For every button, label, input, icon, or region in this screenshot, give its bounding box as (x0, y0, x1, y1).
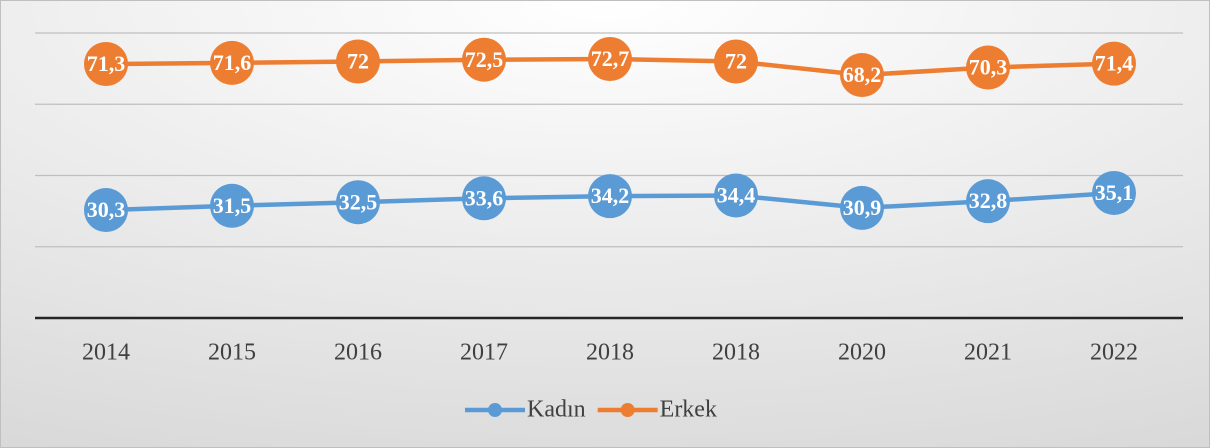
data-label: 34,4 (717, 182, 756, 207)
data-label: 72 (347, 49, 369, 74)
data-point (714, 39, 758, 84)
data-label: 71,6 (213, 50, 252, 75)
data-point (210, 183, 254, 228)
data-label: 71,3 (87, 51, 126, 76)
data-point (966, 45, 1010, 90)
data-point (588, 174, 632, 219)
data-point (840, 53, 884, 98)
x-tick-label: 2014 (82, 340, 130, 366)
data-label: 30,3 (87, 197, 126, 222)
data-label: 32,5 (339, 189, 378, 214)
x-tick-label: 2022 (1090, 340, 1138, 366)
data-point (966, 179, 1010, 224)
legend-marker (620, 403, 635, 417)
x-tick-label: 2017 (460, 340, 508, 366)
data-point (462, 37, 506, 82)
data-label: 31,5 (213, 193, 252, 218)
data-point (840, 185, 884, 230)
x-tick-label: 2020 (838, 340, 886, 366)
x-tick-label: 2021 (964, 340, 1012, 366)
data-point (210, 40, 254, 85)
data-label: 72 (725, 49, 747, 74)
x-tick-label: 2018 (586, 340, 634, 366)
legend-marker (488, 403, 502, 417)
data-label: 72,5 (465, 47, 504, 72)
data-label: 32,8 (969, 188, 1008, 213)
data-label: 35,1 (1095, 180, 1134, 205)
x-tick-label: 2016 (334, 340, 382, 366)
data-point (714, 173, 758, 218)
data-label: 68,2 (843, 62, 882, 87)
x-tick-label: 2015 (208, 340, 256, 366)
data-point (1092, 170, 1136, 215)
data-label: 34,2 (591, 183, 630, 208)
data-point (336, 39, 380, 84)
data-label: 72,7 (591, 46, 630, 71)
data-label: 30,9 (843, 195, 882, 220)
data-label: 70,3 (969, 55, 1008, 80)
legend-label: Erkek (660, 397, 717, 423)
data-point (588, 37, 632, 82)
data-point (462, 176, 506, 221)
legend-label: Kadın (527, 397, 586, 423)
x-tick-label: 2018 (712, 340, 760, 366)
data-point (1092, 41, 1136, 86)
data-point (336, 180, 380, 225)
data-point (84, 188, 128, 233)
data-point (84, 41, 128, 86)
data-label: 33,6 (465, 185, 504, 210)
data-label: 71,4 (1095, 51, 1134, 76)
